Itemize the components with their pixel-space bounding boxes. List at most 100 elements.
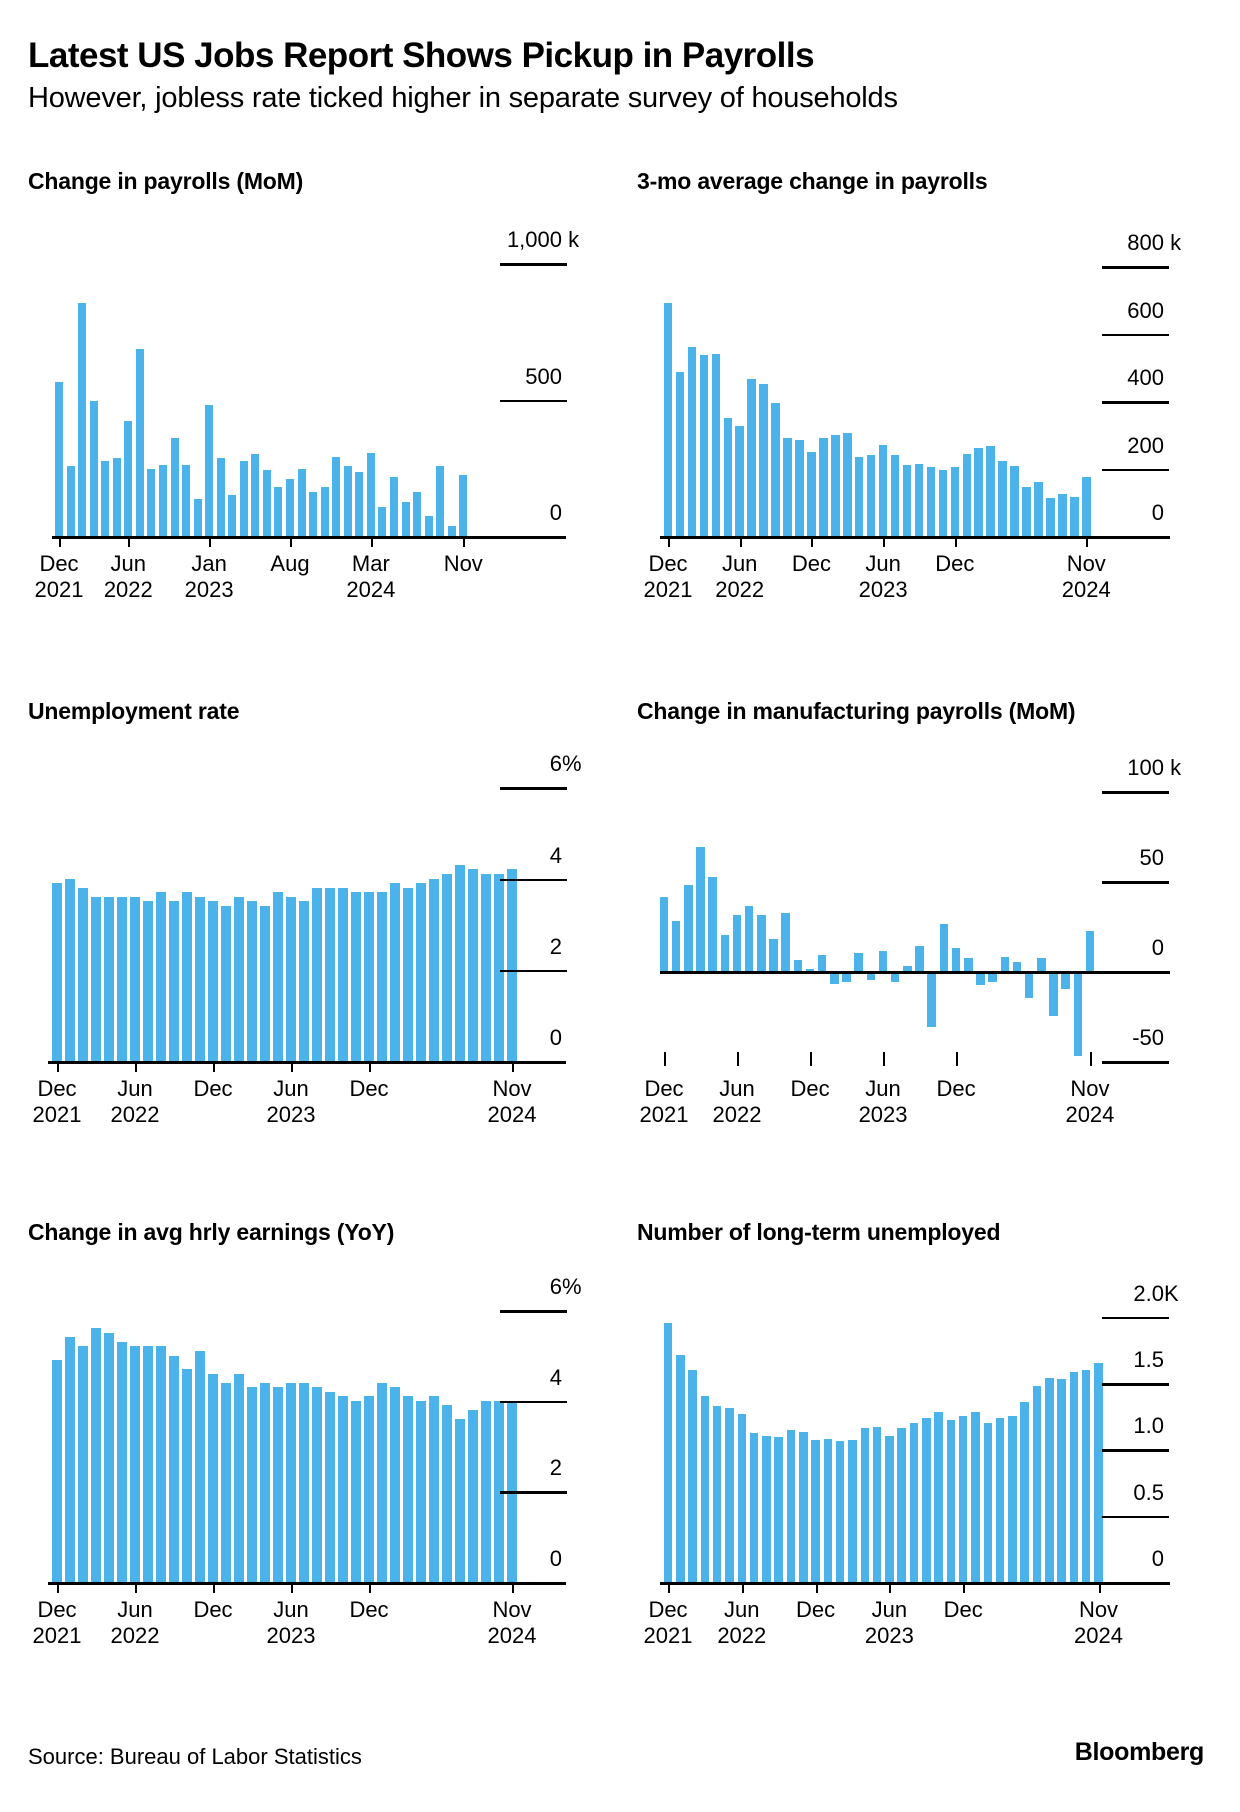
x-tick-month: Jun bbox=[721, 551, 758, 576]
bar-2022-06 bbox=[124, 421, 133, 536]
x-tick-year: 2023 bbox=[266, 1623, 316, 1648]
chart-title-3mo-average-payrolls: 3-mo average change in payrolls bbox=[637, 168, 988, 194]
bar-2024-09 bbox=[1061, 973, 1070, 989]
bar-2024-03 bbox=[403, 1396, 413, 1582]
x-tick-year: 2021 bbox=[643, 577, 693, 602]
bar-2024-01 bbox=[964, 958, 973, 971]
bar-2023-06 bbox=[286, 1382, 296, 1582]
y-axis-label: 6% bbox=[549, 1274, 582, 1300]
bar-2022-11 bbox=[799, 1432, 808, 1582]
bar-2023-11 bbox=[351, 892, 361, 1061]
y-gridline bbox=[500, 787, 567, 790]
x-tick-month: Nov bbox=[1070, 1076, 1110, 1101]
x-tick bbox=[57, 1063, 59, 1072]
y-gridline bbox=[1102, 401, 1169, 404]
bar-2021-12 bbox=[659, 897, 669, 971]
bar-2023-05 bbox=[273, 892, 283, 1061]
y-axis-label: 2 bbox=[549, 933, 562, 959]
bar-2022-06 bbox=[735, 426, 744, 536]
bar-2021-12 bbox=[52, 883, 62, 1061]
bar-2023-03 bbox=[848, 1440, 857, 1582]
bar-2024-11 bbox=[459, 474, 468, 536]
y-gridline bbox=[500, 878, 567, 882]
y-gridline bbox=[1102, 1515, 1169, 1519]
x-tick-month: Jun bbox=[273, 1076, 309, 1101]
bar-2023-02 bbox=[831, 434, 840, 536]
bar-2022-09 bbox=[774, 1437, 783, 1582]
x-tick-month: Dec bbox=[943, 1597, 983, 1622]
y-axis-label: 2.0 K bbox=[1133, 1280, 1179, 1306]
bar-2021-12 bbox=[52, 1360, 62, 1582]
bar-2022-06 bbox=[732, 915, 742, 971]
bar-2023-10 bbox=[309, 492, 318, 536]
y-axis-label: 100 k bbox=[1127, 755, 1182, 780]
x-tick-year: 2024 bbox=[346, 577, 396, 602]
source-credit: Source: Bureau of Labor Statistics bbox=[28, 1744, 362, 1769]
bar-2022-08 bbox=[156, 1346, 166, 1582]
bar-2024-05 bbox=[389, 477, 398, 536]
x-tick bbox=[1089, 1052, 1092, 1066]
bar-2023-08 bbox=[909, 1422, 919, 1582]
bar-2022-12 bbox=[193, 499, 202, 536]
x-tick-month: Aug bbox=[270, 551, 310, 576]
bar-2023-03 bbox=[842, 973, 851, 982]
bar-2023-01 bbox=[823, 1438, 833, 1582]
bar-2023-03 bbox=[247, 901, 257, 1061]
x-tick bbox=[810, 1052, 813, 1066]
bar-2022-02 bbox=[78, 887, 88, 1061]
bar-2024-03 bbox=[995, 1417, 1005, 1582]
bar-2022-10 bbox=[783, 438, 792, 536]
bar-2024-01 bbox=[971, 1412, 980, 1582]
bar-2023-06 bbox=[878, 951, 888, 971]
x-tick bbox=[291, 1584, 293, 1593]
y-gridline bbox=[1102, 1316, 1169, 1320]
x-tick bbox=[883, 538, 886, 547]
bar-2023-05 bbox=[251, 454, 260, 536]
bar-2023-06 bbox=[262, 470, 271, 536]
bar-2024-04 bbox=[1008, 1416, 1017, 1582]
bar-2022-10 bbox=[781, 913, 790, 971]
bar-2022-03 bbox=[91, 896, 101, 1061]
bar-2023-08 bbox=[312, 1387, 322, 1582]
bar-2023-07 bbox=[274, 486, 283, 536]
bar-2022-07 bbox=[143, 1346, 153, 1582]
bar-2022-02 bbox=[78, 302, 87, 536]
bar-2024-01 bbox=[377, 1382, 387, 1582]
x-tick bbox=[815, 1584, 818, 1593]
y-axis-label: 0 bbox=[1151, 500, 1164, 525]
bar-2024-07 bbox=[1045, 1377, 1054, 1582]
x-tick-year: 2023 bbox=[184, 577, 234, 602]
bar-2023-10 bbox=[927, 973, 936, 1027]
bar-2023-05 bbox=[866, 455, 876, 536]
bar-2023-05 bbox=[273, 1387, 283, 1582]
x-tick-month: Nov bbox=[492, 1076, 532, 1101]
x-tick-year: 2021 bbox=[639, 1102, 689, 1127]
x-tick bbox=[209, 538, 212, 547]
bar-2022-01 bbox=[65, 878, 75, 1061]
bar-2024-10 bbox=[494, 1400, 504, 1582]
y-axis-unit: k bbox=[1164, 230, 1182, 255]
bar-2024-05 bbox=[1020, 1401, 1029, 1582]
x-tick-month: Dec bbox=[796, 1597, 836, 1622]
bar-2024-07 bbox=[455, 864, 465, 1061]
page-subtitle: However, jobless rate ticked higher in s… bbox=[28, 82, 898, 114]
bar-2023-03 bbox=[843, 433, 852, 536]
x-tick-month: Dec bbox=[193, 1597, 233, 1622]
x-axis-line bbox=[660, 971, 1170, 974]
x-tick-month: Nov bbox=[492, 1597, 532, 1622]
bar-2024-04 bbox=[416, 1400, 426, 1582]
bar-2023-01 bbox=[205, 404, 214, 536]
bar-2022-06 bbox=[737, 1413, 747, 1582]
bar-2022-04 bbox=[712, 1405, 722, 1582]
bar-2024-05 bbox=[429, 878, 439, 1061]
x-tick bbox=[963, 1584, 966, 1593]
bar-2024-08 bbox=[1046, 497, 1055, 536]
x-tick-month: Dec bbox=[936, 1076, 976, 1101]
x-tick-month: Dec bbox=[37, 1597, 77, 1622]
chart-title-unemployment-rate: Unemployment rate bbox=[28, 698, 240, 724]
x-tick-month: Dec bbox=[935, 551, 975, 576]
bar-2022-11 bbox=[795, 439, 804, 536]
bar-2022-03 bbox=[89, 400, 98, 536]
bar-2023-07 bbox=[890, 455, 900, 536]
x-tick bbox=[512, 1584, 514, 1593]
